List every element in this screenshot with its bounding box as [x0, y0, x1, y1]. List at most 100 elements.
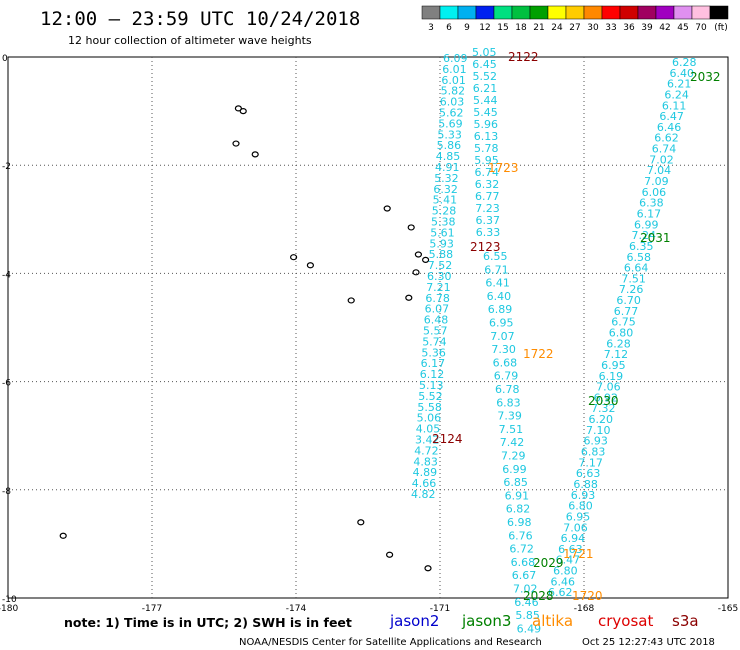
island-outline [357, 519, 365, 526]
wave-height-label: 5.45 [473, 106, 498, 119]
wave-height-label: 5.96 [474, 118, 499, 131]
wave-height-label: 6.88 [573, 478, 598, 491]
colorbar-label: 39 [641, 23, 653, 33]
wave-height-label: 6.13 [474, 130, 499, 143]
wave-height-label: 6.01 [442, 63, 467, 76]
colorbar-swatch [583, 5, 603, 20]
pass-time-label: 2124 [432, 432, 463, 446]
wave-height-label: 6.78 [425, 292, 450, 305]
wave-height-label: 4.72 [414, 444, 439, 457]
island-outline [386, 551, 394, 558]
wave-height-label: 6.41 [485, 277, 510, 290]
wave-height-label: 6.06 [642, 186, 667, 199]
colorbar-label: 9 [464, 23, 470, 33]
wave-height-label: 6.07 [425, 303, 450, 316]
lat-lon-grid [8, 57, 728, 598]
wave-height-label: 6.67 [512, 569, 537, 582]
wave-height-label: 6.70 [616, 294, 641, 307]
wave-height-label: 6.75 [611, 316, 636, 329]
colorbar-swatch [421, 5, 441, 20]
wave-height-label: 4.83 [413, 455, 438, 468]
longitude-tick-label: -174 [286, 604, 307, 614]
wave-height-label: 6.99 [502, 463, 527, 476]
island-outline [407, 224, 415, 231]
wave-height-label: 5.61 [430, 226, 455, 239]
wave-height-label: 6.46 [551, 575, 576, 588]
wave-height-label: 5.95 [474, 154, 499, 167]
legend-entry-cryosat: cryosat [598, 612, 653, 630]
colorbar-swatch [619, 5, 639, 20]
island-outline [405, 294, 413, 301]
pass-time-label: 2122 [508, 50, 539, 64]
wave-height-label: 6.32 [475, 178, 500, 191]
wave-height-label: 7.32 [591, 402, 616, 415]
colorbar-label: 24 [551, 23, 563, 33]
wave-height-label: 4.85 [436, 150, 461, 163]
island-outline [239, 107, 247, 115]
colorbar-swatch [493, 5, 513, 20]
wave-height-label: 5.93 [429, 237, 454, 250]
colorbar-label: 12 [479, 23, 490, 33]
island-outline [412, 269, 420, 276]
wave-height-label: 6.62 [548, 586, 573, 599]
colorbar-label: 18 [515, 23, 527, 33]
wave-height-label: 4.82 [411, 488, 436, 501]
wave-height-label: 7.02 [649, 153, 674, 166]
pass-time-label: 2028 [523, 589, 554, 603]
wave-height-label: 4.05 [416, 423, 441, 436]
wave-height-label: 6.85 [503, 476, 528, 489]
pass-time-label: 2031 [640, 231, 671, 245]
wave-height-label: 6.17 [421, 357, 446, 370]
wave-height-label: 5.41 [433, 194, 458, 207]
pass-time-labels: 2122 2032 1723 2123 2031 1722 2030 2124 17212029… [432, 50, 721, 603]
wave-height-label: 6.37 [476, 214, 501, 227]
wave-height-label: 7.21 [426, 281, 451, 294]
islands [59, 105, 432, 572]
wave-height-label: 5.33 [437, 128, 462, 141]
wave-height-label: 6.89 [488, 303, 513, 316]
colorbar-swatch [691, 5, 711, 20]
map-title: 12:00 — 23:59 UTC 10/24/2018 [40, 8, 360, 30]
longitude-tick-label: -171 [430, 604, 450, 614]
wave-height-label: 5.85 [515, 609, 540, 622]
wave-height-label: 4.66 [412, 477, 437, 490]
colorbar-swatch [637, 5, 657, 20]
wave-height-label: 6.71 [484, 263, 509, 276]
wave-height-label: 7.07 [490, 330, 515, 343]
wave-height-label: 5.13 [419, 379, 444, 392]
wave-height-label: 6.24 [664, 88, 689, 101]
latitude-tick-label: -4 [2, 270, 11, 280]
wave-height-label: 6.38 [639, 197, 664, 210]
wave-height-label: 6.46 [657, 121, 682, 134]
wave-height-label: 7.51 [621, 272, 646, 285]
wave-height-label: 6.68 [493, 356, 517, 369]
colorbar-swatch [475, 5, 495, 20]
wave-height-label: 6.95 [566, 510, 591, 523]
wave-height-label: 5.78 [474, 142, 499, 155]
pass-time-label: 2030 [588, 394, 619, 408]
longitude-tick-label: -165 [718, 604, 738, 614]
wave-height-label: 5.44 [473, 94, 498, 107]
wave-height-label: 7.04 [647, 164, 672, 177]
pass-time-label: 2029 [533, 556, 564, 570]
colorbar-label: 3 [428, 23, 434, 33]
wave-height-label: 6.92 [594, 391, 619, 404]
wave-height-label: 6.11 [662, 99, 687, 112]
colorbar-swatch [709, 5, 729, 20]
wave-height-label: 6.74 [475, 166, 500, 179]
wave-height-label: 7.42 [500, 436, 525, 449]
wave-height-label: 6.98 [507, 516, 532, 529]
wave-height-label: 7.02 [513, 583, 538, 596]
wave-height-label: 6.68 [511, 556, 535, 569]
wave-height-label: 6.17 [637, 207, 662, 220]
wave-height-label: 5.05 [472, 46, 497, 59]
wave-height-label: 5.82 [441, 85, 466, 98]
wave-height-label: 6.01 [441, 74, 466, 87]
wave-height-label: 6.63 [558, 543, 583, 556]
wave-height-label: 6.95 [601, 359, 626, 372]
wave-height-label: 6.63 [576, 467, 601, 480]
wave-height-label: 7.23 [475, 202, 500, 215]
wave-height-label: 5.38 [431, 216, 456, 229]
colorbar-label: 45 [677, 23, 688, 33]
